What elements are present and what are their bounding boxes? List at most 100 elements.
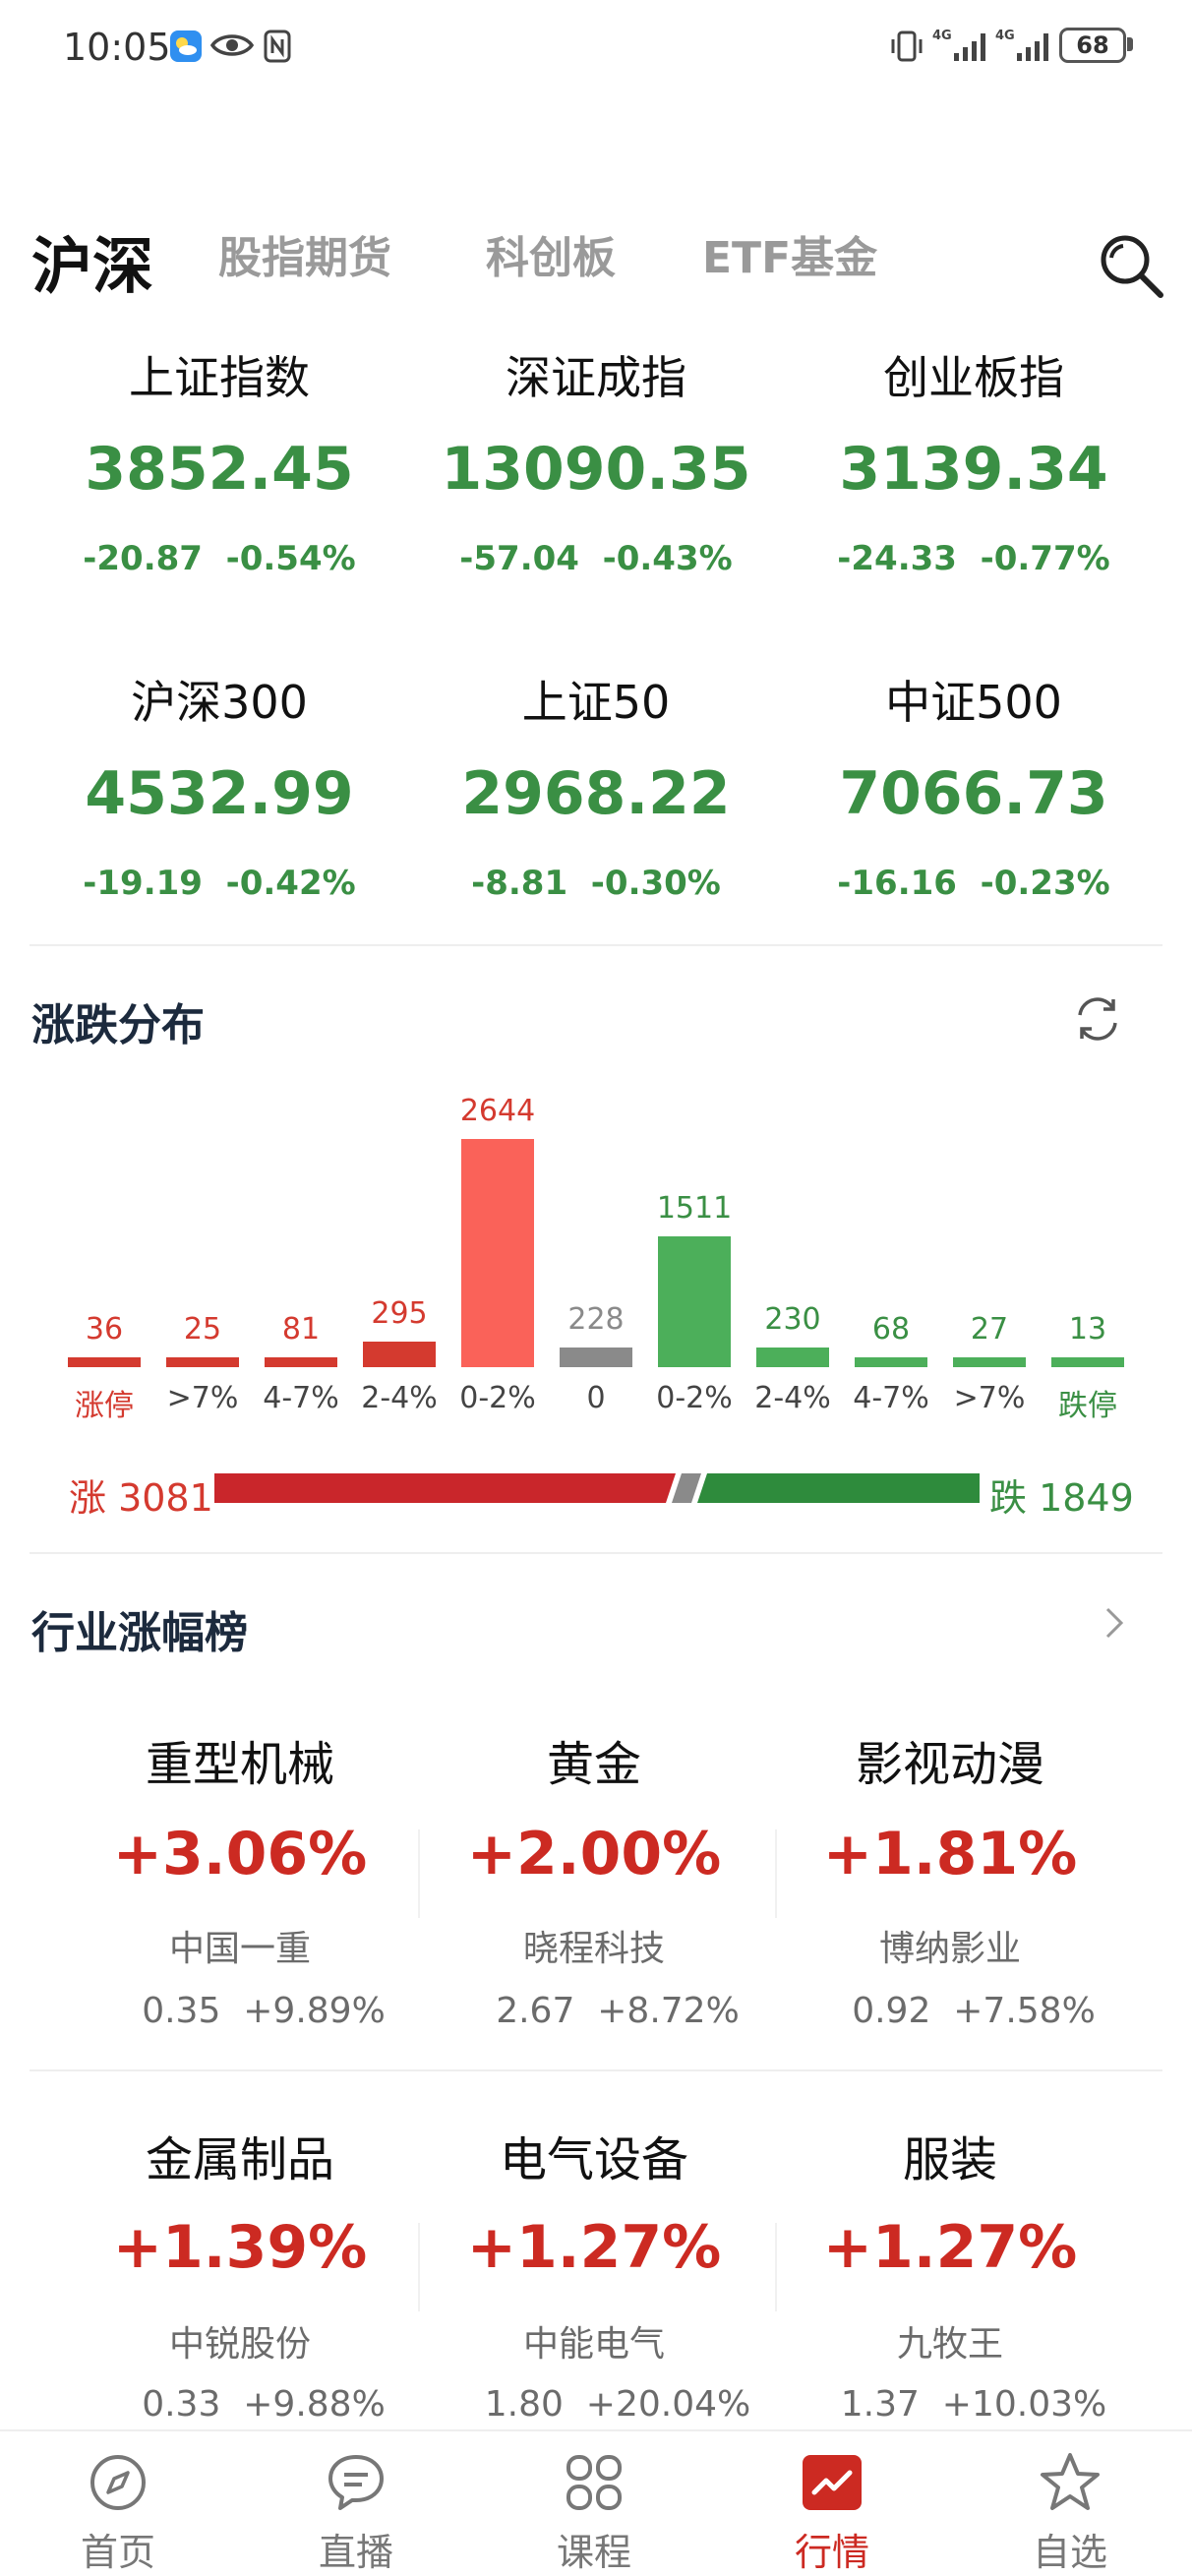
- distribution-count: 27: [970, 1312, 1009, 1347]
- up-down-ratio-bar: [214, 1473, 980, 1503]
- nav-live[interactable]: 直播: [268, 2431, 445, 2575]
- nav-course[interactable]: 课程: [506, 2431, 683, 2575]
- distribution-category: 跌停: [1058, 1389, 1117, 1423]
- distribution-count: 25: [183, 1312, 222, 1347]
- index-value[interactable]: 3852.45: [85, 435, 354, 504]
- nav-label: 自选: [1032, 2531, 1107, 2574]
- distribution-count: 295: [371, 1296, 428, 1331]
- search-icon[interactable]: [1094, 228, 1168, 303]
- industry-leader-stock[interactable]: 博纳影业: [878, 1929, 1021, 1969]
- nav-market[interactable]: 行情: [744, 2431, 921, 2575]
- industry-pct[interactable]: +1.27%: [466, 2213, 722, 2282]
- industry-leader-stock[interactable]: 中国一重: [168, 1929, 311, 1969]
- section-title-industry: 行业涨幅榜: [31, 1608, 248, 1658]
- up-count-label: 涨 3081: [69, 1476, 213, 1520]
- distribution-category: 4-7%: [263, 1381, 339, 1415]
- nav-label: 直播: [318, 2531, 393, 2574]
- distribution-category: >7%: [166, 1381, 239, 1415]
- index-name[interactable]: 上证50: [521, 676, 671, 729]
- industry-pct[interactable]: +1.81%: [822, 1820, 1078, 1888]
- eye-icon: [210, 34, 254, 56]
- leader-metrics: 0.92 +7.58%: [797, 1991, 1151, 2031]
- index-name[interactable]: 沪深300: [131, 676, 308, 729]
- distribution-category: 4-7%: [853, 1381, 929, 1415]
- industry-name[interactable]: 电气设备: [499, 2132, 688, 2187]
- distribution-count: 68: [871, 1312, 911, 1347]
- industry-leader-stock[interactable]: 晓程科技: [522, 1929, 665, 1969]
- index-name[interactable]: 中证500: [885, 676, 1062, 729]
- industry-name[interactable]: 黄金: [546, 1737, 641, 1792]
- index-name[interactable]: 深证成指: [506, 351, 686, 404]
- index-change: -19.19: [83, 864, 203, 903]
- index-name[interactable]: 创业板指: [883, 351, 1064, 404]
- index-pct: -0.30%: [590, 864, 721, 903]
- index-value[interactable]: 7066.73: [839, 759, 1108, 828]
- index-change-row: -20.87 -0.54%: [32, 539, 406, 578]
- leader-pct: +10.03%: [941, 2384, 1107, 2425]
- index-pct: -0.43%: [602, 539, 733, 578]
- tab-hushen[interactable]: 沪深: [31, 230, 154, 302]
- index-value[interactable]: 4532.99: [85, 759, 354, 828]
- index-change: -24.33: [837, 539, 957, 578]
- tab-star-market[interactable]: 科创板: [486, 233, 616, 283]
- tab-etf-fund[interactable]: ETF基金: [702, 233, 878, 283]
- index-value[interactable]: 13090.35: [441, 435, 751, 504]
- industry-name[interactable]: 金属制品: [145, 2132, 334, 2187]
- distribution-count: 81: [281, 1312, 321, 1347]
- flat-ratio-segment: [672, 1473, 701, 1503]
- distribution-category: 0: [586, 1381, 606, 1415]
- industry-name[interactable]: 影视动漫: [855, 1737, 1044, 1792]
- industry-leader-stock[interactable]: 中锐股份: [168, 2324, 311, 2365]
- distribution-category: 0-2%: [656, 1381, 733, 1415]
- column-divider: [418, 2223, 420, 2311]
- index-change-row: -57.04 -0.43%: [409, 539, 783, 578]
- signal-4g-icon: 4G: [932, 29, 985, 61]
- index-change: -16.16: [837, 864, 957, 903]
- section-divider: [30, 1552, 1162, 1554]
- distribution-bar: [855, 1357, 927, 1367]
- vibrate-icon: [891, 30, 923, 62]
- index-value[interactable]: 3139.34: [839, 435, 1108, 504]
- nav-home[interactable]: 首页: [30, 2431, 207, 2575]
- down-count-label: 跌 1849: [989, 1476, 1134, 1520]
- industry-pct[interactable]: +1.27%: [822, 2213, 1078, 2282]
- leader-metrics: 1.80 +20.04%: [441, 2384, 795, 2425]
- refresh-icon[interactable]: [1070, 991, 1125, 1047]
- leader-pct: +8.72%: [597, 1991, 740, 2031]
- up-ratio-segment: [214, 1473, 676, 1503]
- status-time: 10:05: [63, 26, 171, 69]
- index-change-row: -16.16 -0.23%: [787, 864, 1161, 903]
- industry-leader-stock[interactable]: 九牧王: [896, 2324, 1003, 2365]
- index-change: -57.04: [459, 539, 579, 578]
- distribution-bar: [756, 1348, 829, 1367]
- chat-bubble-icon: [328, 2455, 384, 2510]
- industry-pct[interactable]: +1.39%: [112, 2213, 368, 2282]
- distribution-bar: [68, 1357, 141, 1367]
- industry-pct[interactable]: +2.00%: [466, 1820, 722, 1888]
- index-value[interactable]: 2968.22: [461, 759, 731, 828]
- distribution-bar: [953, 1357, 1026, 1367]
- nav-label: 行情: [794, 2531, 869, 2574]
- leader-price: 2.67: [496, 1991, 575, 2031]
- index-name[interactable]: 上证指数: [129, 351, 310, 404]
- svg-text:4G: 4G: [995, 29, 1015, 43]
- industry-leader-stock[interactable]: 中能电气: [522, 2324, 665, 2365]
- index-change: -20.87: [83, 539, 203, 578]
- leader-metrics: 0.35 +9.89%: [87, 1991, 441, 2031]
- nav-watchlist[interactable]: 自选: [982, 2431, 1159, 2575]
- distribution-chart: 36 涨停 25 >7% 81 4-7% 295 2-4% 2644 0-2% 228 0 1511 0-…: [0, 1082, 1192, 1436]
- index-change: -8.81: [471, 864, 568, 903]
- industry-pct[interactable]: +3.06%: [112, 1820, 368, 1888]
- tab-index-futures[interactable]: 股指期货: [218, 233, 391, 283]
- leader-pct: +7.58%: [953, 1991, 1096, 2031]
- distribution-bar: [658, 1236, 731, 1367]
- index-change-row: -19.19 -0.42%: [32, 864, 406, 903]
- industry-name[interactable]: 重型机械: [145, 1737, 334, 1792]
- trend-chart-icon: [803, 2455, 862, 2510]
- distribution-bar: [265, 1357, 337, 1367]
- compass-icon: [90, 2455, 146, 2510]
- leader-metrics: 2.67 +8.72%: [441, 1991, 795, 2031]
- industry-name[interactable]: 服装: [902, 2132, 997, 2187]
- chevron-right-icon[interactable]: [1100, 1601, 1129, 1645]
- distribution-count: 36: [85, 1312, 124, 1347]
